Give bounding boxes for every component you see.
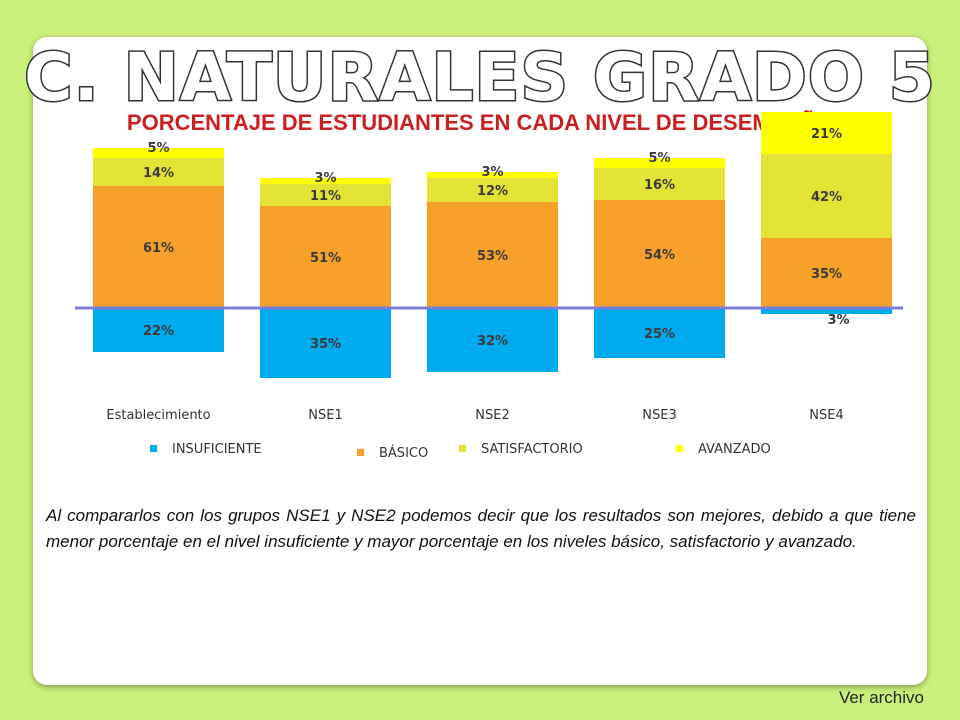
legend-swatch xyxy=(150,445,157,452)
data-label: 32% xyxy=(477,334,508,349)
bar-bsico xyxy=(427,202,558,308)
slide-title-text: C. NATURALES GRADO 5 xyxy=(24,39,936,116)
bar-avanzado xyxy=(93,148,224,158)
data-label: 12% xyxy=(477,184,508,199)
bar-avanzado xyxy=(594,158,725,168)
data-label: 11% xyxy=(310,189,341,204)
data-label: 25% xyxy=(644,327,675,342)
legend-label: BÁSICO xyxy=(379,445,428,461)
legend-label: INSUFICIENTE xyxy=(172,442,262,457)
data-label: 21% xyxy=(811,127,842,142)
data-label: 14% xyxy=(143,166,174,181)
data-label: 35% xyxy=(310,337,341,352)
bar-bsico xyxy=(594,200,725,308)
data-label: 22% xyxy=(143,324,174,339)
bar-satisfactorio xyxy=(761,154,892,238)
category-label: NSE4 xyxy=(809,408,843,423)
bar-insuficiente xyxy=(427,308,558,372)
data-label: 61% xyxy=(143,241,174,256)
analysis-paragraph: Al compararlos con los grupos NSE1 y NSE… xyxy=(46,506,916,551)
bar-bsico xyxy=(260,206,391,308)
bar-insuficiente xyxy=(260,308,391,378)
legend-swatch xyxy=(459,445,466,452)
data-label: 5% xyxy=(147,141,169,156)
data-label: 3% xyxy=(827,313,849,328)
category-label: Establecimiento xyxy=(106,408,210,423)
data-label: 42% xyxy=(811,190,842,205)
category-label: NSE2 xyxy=(475,408,509,423)
bar-satisfactorio xyxy=(93,158,224,186)
bar-avanzado xyxy=(761,112,892,154)
bar-satisfactorio xyxy=(594,168,725,200)
data-label: 3% xyxy=(314,171,336,186)
bar-satisfactorio xyxy=(260,184,391,206)
legend-label: SATISFACTORIO xyxy=(481,442,583,457)
data-label: 35% xyxy=(811,267,842,282)
bar-avanzado xyxy=(427,172,558,178)
chart-subtitle: PORCENTAJE DE ESTUDIANTES EN CADA NIVEL … xyxy=(126,110,834,135)
legend-label: AVANZADO xyxy=(698,442,771,457)
view-file-link[interactable]: Ver archivo xyxy=(838,688,924,707)
data-label: 53% xyxy=(477,249,508,264)
data-label: 16% xyxy=(644,178,675,193)
data-label: 5% xyxy=(648,151,670,166)
bar-bsico xyxy=(761,238,892,308)
bar-insuficiente xyxy=(93,308,224,352)
category-label: NSE3 xyxy=(642,408,676,423)
category-label: NSE1 xyxy=(308,408,342,423)
data-label: 3% xyxy=(481,165,503,180)
bar-satisfactorio xyxy=(427,178,558,202)
slide-title: C. NATURALES GRADO 5 xyxy=(23,38,937,118)
legend-swatch xyxy=(357,449,364,456)
legend-swatch xyxy=(676,445,683,452)
bar-insuficiente xyxy=(761,308,892,314)
data-label: 51% xyxy=(310,251,341,266)
bar-bsico xyxy=(93,186,224,308)
data-label: 54% xyxy=(644,248,675,263)
bar-insuficiente xyxy=(594,308,725,358)
bar-avanzado xyxy=(260,178,391,184)
